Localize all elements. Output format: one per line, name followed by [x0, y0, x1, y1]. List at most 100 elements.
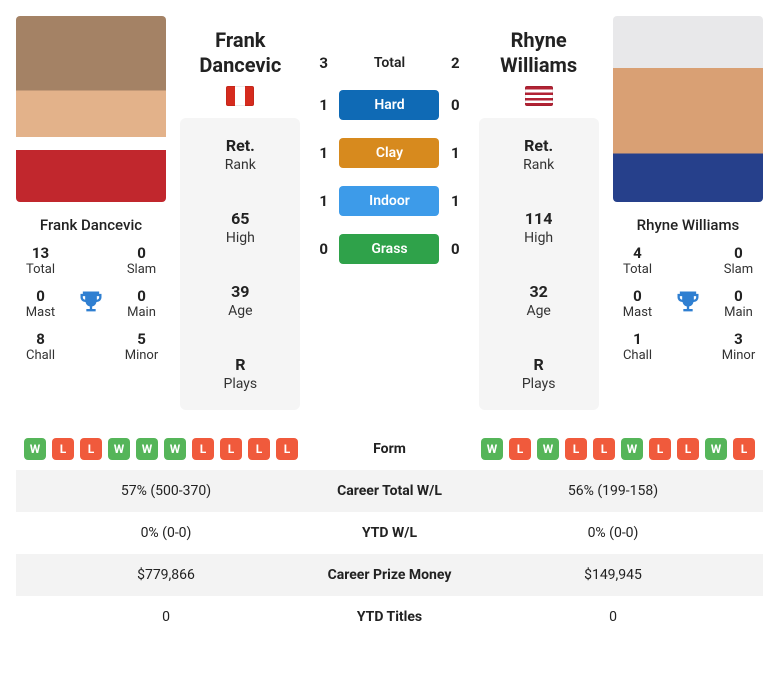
h2h-total-p2: 2	[446, 54, 464, 72]
p2-career-wl: 56% (199-158)	[463, 473, 763, 509]
p2-titles-total: 4Total	[613, 244, 662, 277]
h2h-total-label: Total	[339, 55, 439, 71]
p1-titles-main: 0Main	[117, 287, 166, 320]
h2h-p1-val: 1	[315, 96, 333, 114]
form-loss-box: L	[593, 438, 615, 460]
form-loss-box: L	[509, 438, 531, 460]
player2-name-small[interactable]: Rhyne Williams	[637, 216, 740, 234]
head-to-head-panel: Frank Dancevic 13Total 0Slam 0Mast 0Main…	[16, 16, 763, 410]
form-loss-box: L	[649, 438, 671, 460]
form-loss-box: L	[220, 438, 242, 460]
p1-age: 39Age	[180, 264, 300, 337]
h2h-p2-val: 0	[446, 240, 464, 258]
form-loss-box: L	[276, 438, 298, 460]
row-form: WLLWWWLLLL Form WLWLLWLLWL	[16, 428, 763, 470]
usa-flag-icon	[525, 86, 553, 106]
h2h-surface-row: 1 Indoor 1	[315, 186, 465, 216]
row-ytd-titles: 0 YTD Titles 0	[16, 596, 763, 638]
p2-ytd-wl: 0% (0-0)	[463, 515, 763, 551]
player1-header: FrankDancevic Ret.Rank 65High 39Age RPla…	[174, 16, 307, 410]
h2h-p1-val: 1	[315, 192, 333, 210]
p2-prize: $149,945	[463, 557, 763, 593]
h2h-total-p1: 3	[315, 54, 333, 72]
p1-form-strip: WLLWWWLLLL	[24, 438, 308, 460]
h2h-p2-val: 0	[446, 96, 464, 114]
p1-ytd-titles: 0	[16, 599, 316, 635]
form-loss-box: L	[80, 438, 102, 460]
row-prize: $779,866 Career Prize Money $149,945	[16, 554, 763, 596]
p2-titles-main: 0Main	[714, 287, 763, 320]
form-loss-box: L	[677, 438, 699, 460]
label-ytd-titles: YTD Titles	[316, 599, 463, 635]
form-loss-box: L	[565, 438, 587, 460]
p2-rank: Ret.Rank	[479, 118, 599, 191]
p2-titles-mast: 0Mast	[613, 287, 662, 320]
form-loss-box: L	[248, 438, 270, 460]
p1-plays: RPlays	[180, 337, 300, 410]
p1-titles-slam: 0Slam	[117, 244, 166, 277]
form-loss-box: L	[52, 438, 74, 460]
form-win-box: W	[537, 438, 559, 460]
player1-name[interactable]: FrankDancevic	[199, 28, 281, 78]
form-win-box: W	[481, 438, 503, 460]
p1-titles-mast: 0Mast	[16, 287, 65, 320]
h2h-surface-row: 1 Clay 1	[315, 138, 465, 168]
p1-titles-minor: 5Minor	[117, 330, 166, 363]
player2-photo	[613, 16, 763, 202]
form-loss-box: L	[192, 438, 214, 460]
form-win-box: W	[621, 438, 643, 460]
row-ytd-wl: 0% (0-0) YTD W/L 0% (0-0)	[16, 512, 763, 554]
player1-stats-card: Ret.Rank 65High 39Age RPlays	[180, 118, 300, 410]
player1-column: Frank Dancevic 13Total 0Slam 0Mast 0Main…	[16, 16, 166, 410]
p2-plays: RPlays	[479, 337, 599, 410]
form-win-box: W	[24, 438, 46, 460]
player1-titles-grid: 13Total 0Slam 0Mast 0Main 8Chall 5Minor	[16, 244, 166, 363]
player1-name-small[interactable]: Frank Dancevic	[40, 216, 142, 234]
h2h-p2-val: 1	[446, 144, 464, 162]
p1-titles-chall: 8Chall	[16, 330, 65, 363]
h2h-total-row: 3 Total 2	[315, 54, 465, 72]
p1-career-wl: 57% (500-370)	[16, 473, 316, 509]
h2h-surface-pill[interactable]: Hard	[339, 90, 439, 120]
player2-stats-card: Ret.Rank 114High 32Age RPlays	[479, 118, 599, 410]
form-loss-box: L	[733, 438, 755, 460]
p2-form-strip: WLWLLWLLWL	[471, 438, 755, 460]
h2h-p1-val: 1	[315, 144, 333, 162]
h2h-p1-val: 0	[315, 240, 333, 258]
row-career-wl: 57% (500-370) Career Total W/L 56% (199-…	[16, 470, 763, 512]
trophy-icon	[71, 288, 111, 320]
trophy-icon	[668, 288, 708, 320]
p2-titles-chall: 1Chall	[613, 330, 662, 363]
comparison-table: WLLWWWLLLL Form WLWLLWLLWL 57% (500-370)…	[16, 428, 763, 638]
p2-titles-slam: 0Slam	[714, 244, 763, 277]
h2h-surface-row: 0 Grass 0	[315, 234, 465, 264]
h2h-surface-pill[interactable]: Clay	[339, 138, 439, 168]
form-win-box: W	[136, 438, 158, 460]
canada-flag-icon	[226, 86, 254, 106]
label-ytd-wl: YTD W/L	[316, 515, 463, 551]
label-career-wl: Career Total W/L	[316, 473, 463, 509]
form-win-box: W	[108, 438, 130, 460]
h2h-center: 3 Total 2 1 Hard 0 1 Clay 1 1 Indoor 1 0 Grass 0	[315, 16, 465, 410]
h2h-surface-pill[interactable]: Indoor	[339, 186, 439, 216]
label-form: Form	[316, 431, 463, 467]
p2-age: 32Age	[479, 264, 599, 337]
player2-name[interactable]: RhyneWilliams	[500, 28, 577, 78]
h2h-surface-pill[interactable]: Grass	[339, 234, 439, 264]
p2-ytd-titles: 0	[463, 599, 763, 635]
p1-rank: Ret.Rank	[180, 118, 300, 191]
player1-photo	[16, 16, 166, 202]
player2-column: Rhyne Williams 4Total 0Slam 0Mast 0Main …	[613, 16, 763, 410]
h2h-p2-val: 1	[446, 192, 464, 210]
p2-high: 114High	[479, 191, 599, 264]
player2-header: RhyneWilliams Ret.Rank 114High 32Age RPl…	[472, 16, 605, 410]
p2-titles-minor: 3Minor	[714, 330, 763, 363]
form-win-box: W	[164, 438, 186, 460]
p1-prize: $779,866	[16, 557, 316, 593]
player2-titles-grid: 4Total 0Slam 0Mast 0Main 1Chall 3Minor	[613, 244, 763, 363]
p1-ytd-wl: 0% (0-0)	[16, 515, 316, 551]
form-win-box: W	[705, 438, 727, 460]
label-prize: Career Prize Money	[316, 557, 463, 593]
p1-high: 65High	[180, 191, 300, 264]
p1-titles-total: 13Total	[16, 244, 65, 277]
